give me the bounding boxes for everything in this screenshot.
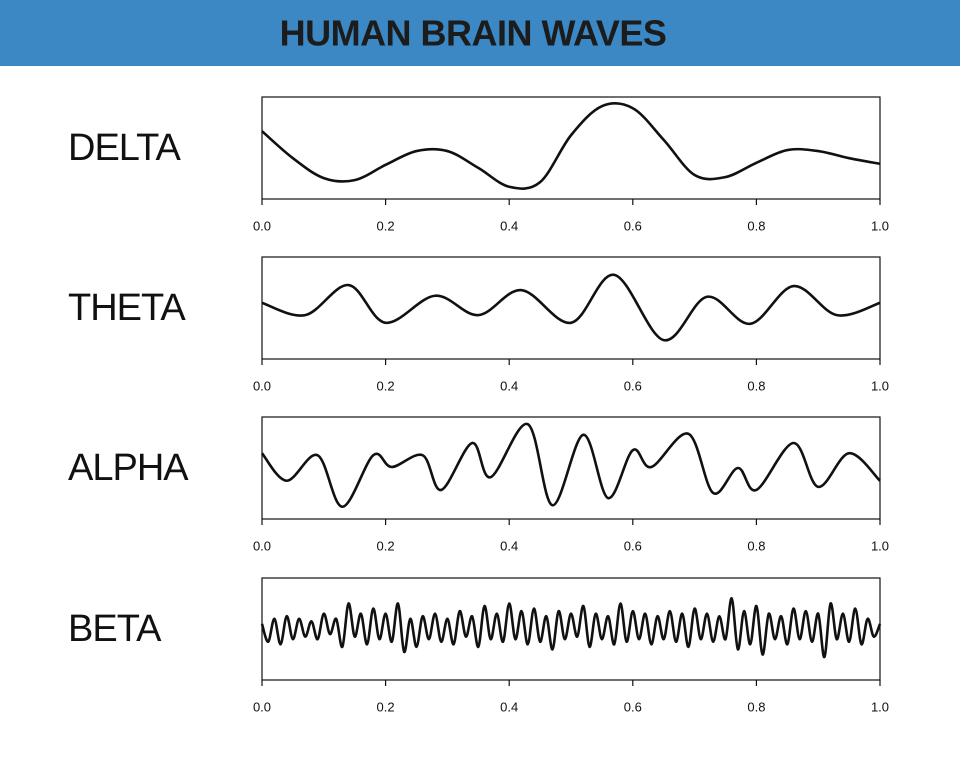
wave-line xyxy=(261,102,881,190)
x-tick-label: 0.4 xyxy=(500,538,518,553)
wave-line xyxy=(260,422,881,509)
wave-name: BETA xyxy=(68,608,162,650)
x-tick-label: 0.0 xyxy=(253,538,271,553)
x-tick-label: 0.8 xyxy=(747,218,765,233)
x-tick-label: 0.8 xyxy=(747,378,765,393)
x-tick-label: 0.4 xyxy=(500,218,518,233)
x-tick-label: 0.2 xyxy=(377,699,395,714)
x-tick-label: 0.0 xyxy=(253,218,271,233)
wave-line xyxy=(261,273,881,342)
x-tick-label: 0.2 xyxy=(377,218,395,233)
x-tick-label: 0.0 xyxy=(253,378,271,393)
wave-name: DELTA xyxy=(68,127,181,169)
header-band xyxy=(0,0,960,66)
x-tick-label: 1.0 xyxy=(871,378,889,393)
plot-frame xyxy=(261,96,881,200)
page-title: HUMAN BRAIN WAVES xyxy=(280,13,667,54)
x-tick-label: 0.2 xyxy=(377,538,395,553)
x-tick-label: 0.6 xyxy=(624,378,642,393)
wave-line xyxy=(260,597,882,659)
x-tick-label: 0.8 xyxy=(747,538,765,553)
x-tick-label: 0.6 xyxy=(624,538,642,553)
x-tick-label: 0.2 xyxy=(377,378,395,393)
plot-frame xyxy=(261,256,881,360)
x-tick-label: 1.0 xyxy=(871,699,889,714)
x-tick-label: 0.6 xyxy=(624,699,642,714)
x-tick-label: 0.8 xyxy=(747,699,765,714)
x-tick-label: 0.4 xyxy=(500,378,518,393)
plot-frame xyxy=(261,416,881,520)
wave-name: THETA xyxy=(68,287,186,329)
x-tick-label: 0.6 xyxy=(624,218,642,233)
x-tick-label: 1.0 xyxy=(871,218,889,233)
x-tick-label: 1.0 xyxy=(871,538,889,553)
plot-frame xyxy=(261,577,881,681)
wave-name: ALPHA xyxy=(68,447,189,489)
x-tick-label: 0.0 xyxy=(253,699,271,714)
x-tick-label: 0.4 xyxy=(500,699,518,714)
